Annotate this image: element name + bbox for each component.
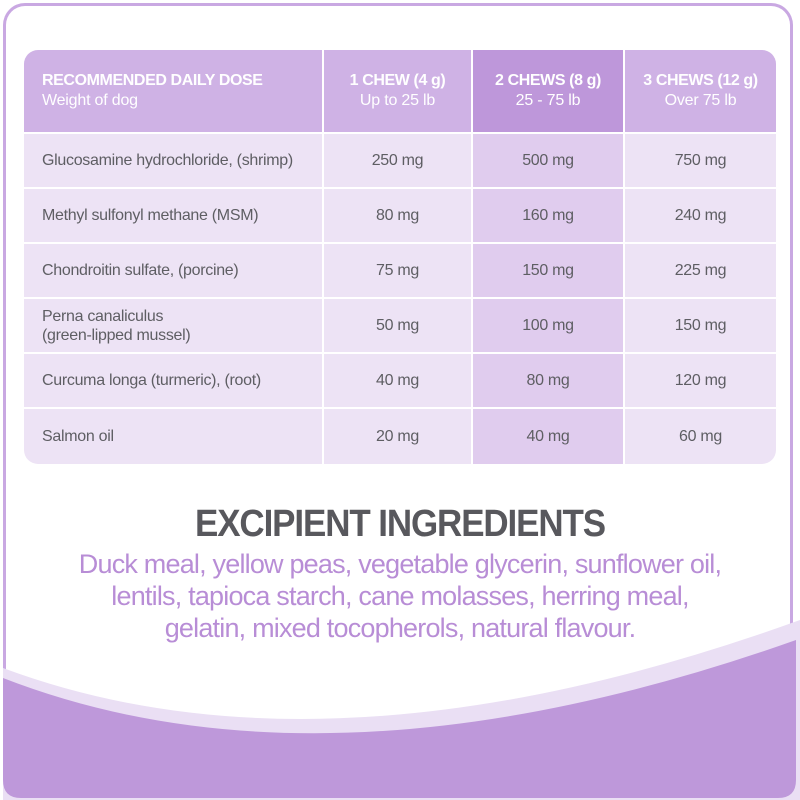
header-cell-dose: RECOMMENDED DAILY DOSE Weight of dog	[24, 50, 324, 134]
header-cell-3-chews: 3 CHEWS (12 g) Over 75 lb	[625, 50, 776, 134]
ingredient-name-line: Glucosamine hydrochloride, (shrimp)	[42, 152, 293, 169]
dose-3-chews: 240 mg	[625, 189, 776, 244]
dose-2-chews: 100 mg	[473, 299, 625, 354]
excipient-list: Duck meal, yellow peas, vegetable glycer…	[40, 548, 760, 644]
dose-1-chew: 40 mg	[324, 354, 473, 409]
dose-2-chews: 160 mg	[473, 189, 625, 244]
dose-2-chews: 40 mg	[473, 409, 625, 464]
ingredient-name: Chondroitin sulfate, (porcine)	[24, 244, 324, 299]
excipient-heading: EXCIPIENT INGREDIENTS	[194, 503, 606, 545]
excipient-line: Duck meal, yellow peas, vegetable glycer…	[78, 549, 722, 579]
dose-2-chews: 150 mg	[473, 244, 625, 299]
dose-1-chew: 20 mg	[324, 409, 473, 464]
dose-3-chews: 60 mg	[625, 409, 776, 464]
dose-1-chew: 250 mg	[324, 134, 473, 189]
ingredient-name-line: Chondroitin sulfate, (porcine)	[42, 262, 239, 279]
ingredient-name-line: Salmon oil	[42, 428, 114, 445]
header-cell-1-chew: 1 CHEW (4 g) Up to 25 lb	[324, 50, 473, 134]
dose-1-chew: 75 mg	[324, 244, 473, 299]
excipient-line: gelatin, mixed tocopherols, natural flav…	[164, 613, 636, 643]
header-subtitle: Up to 25 lb	[359, 92, 436, 109]
dose-2-chews: 500 mg	[473, 134, 625, 189]
ingredient-name-line: Perna canaliculus	[42, 307, 164, 325]
bottom-wave-decoration	[3, 620, 800, 800]
dose-3-chews: 750 mg	[625, 134, 776, 189]
ingredient-name: Glucosamine hydrochloride, (shrimp)	[24, 134, 324, 189]
dose-1-chew: 50 mg	[324, 299, 473, 354]
dose-3-chews: 120 mg	[625, 354, 776, 409]
excipient-section: EXCIPIENT INGREDIENTS Duck meal, yellow …	[0, 502, 800, 644]
header-title: RECOMMENDED DAILY DOSE	[42, 72, 263, 89]
dosage-table: RECOMMENDED DAILY DOSE Weight of dog 1 C…	[24, 50, 776, 464]
dose-3-chews: 150 mg	[625, 299, 776, 354]
header-subtitle: Weight of dog	[42, 92, 138, 109]
dose-1-chew: 80 mg	[324, 189, 473, 244]
header-subtitle: 25 - 75 lb	[515, 92, 581, 109]
ingredient-name: Salmon oil	[24, 409, 324, 464]
header-title: 2 CHEWS (8 g)	[495, 72, 601, 89]
ingredient-name: Perna canaliculus (green-lipped mussel)	[24, 299, 324, 354]
header-title: 1 CHEW (4 g)	[349, 72, 446, 89]
ingredient-name-line: (green-lipped mussel)	[42, 326, 191, 344]
dose-2-chews: 80 mg	[473, 354, 625, 409]
header-title: 3 CHEWS (12 g)	[643, 72, 758, 89]
ingredient-name-line: Curcuma longa (turmeric), (root)	[42, 372, 261, 389]
dose-3-chews: 225 mg	[625, 244, 776, 299]
excipient-line: lentils, tapioca starch, cane molasses, …	[111, 581, 689, 611]
ingredient-name: Curcuma longa (turmeric), (root)	[24, 354, 324, 409]
ingredient-name-line: Methyl sulfonyl methane (MSM)	[42, 207, 259, 224]
header-subtitle: Over 75 lb	[664, 92, 737, 109]
ingredient-name: Methyl sulfonyl methane (MSM)	[24, 189, 324, 244]
header-cell-2-chews: 2 CHEWS (8 g) 25 - 75 lb	[473, 50, 625, 134]
